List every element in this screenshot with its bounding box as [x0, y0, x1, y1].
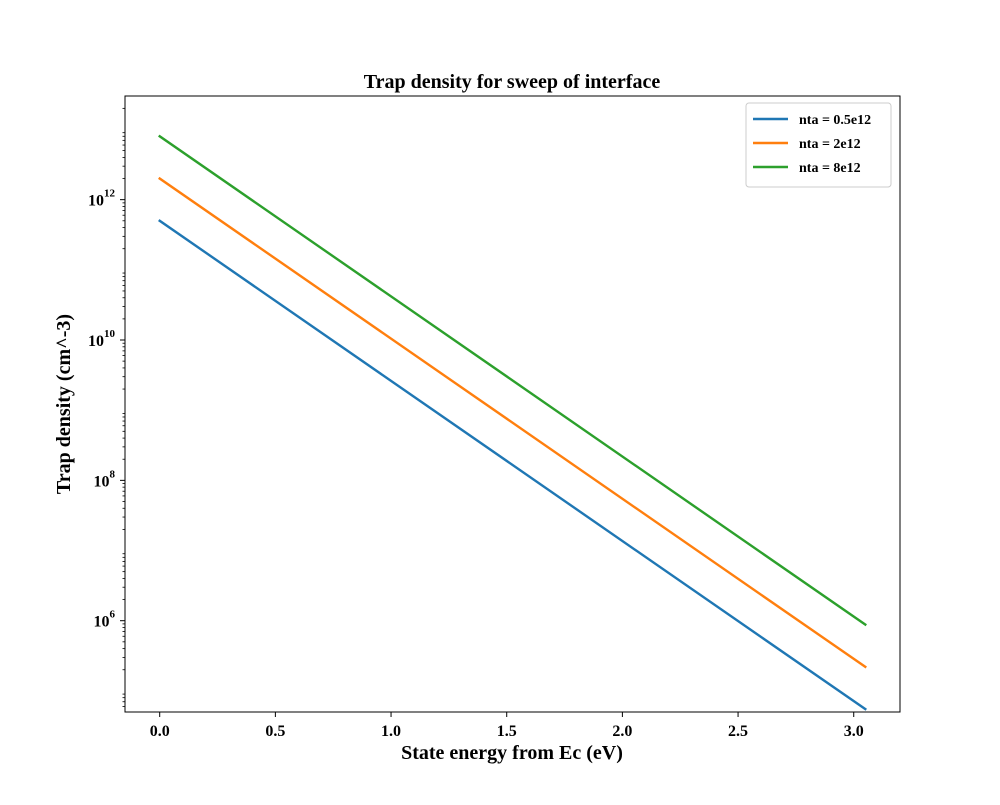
- y-tick-base-3: 10: [88, 193, 104, 210]
- legend: nta = 0.5e12 nta = 2e12 nta = 8e12: [745, 102, 892, 188]
- series-layer: [158, 134, 867, 711]
- y-tick-label-2: 1010: [88, 328, 116, 350]
- x-tick-label-6: 3.0: [844, 723, 864, 740]
- y-tick-base-1: 10: [94, 473, 110, 490]
- chart-title: Trap density for sweep of interface: [364, 71, 661, 93]
- y-tick-exp-2: 10: [104, 328, 116, 340]
- y-tick-base-2: 10: [88, 333, 104, 350]
- x-tick-label-2: 1.0: [381, 723, 401, 740]
- y-tick-label-1: 108: [94, 468, 116, 490]
- x-tick-label-0: 0.0: [150, 723, 170, 740]
- x-tick-label-3: 1.5: [497, 723, 517, 740]
- y-tick-exp-1: 8: [110, 468, 116, 480]
- x-tick-label-5: 2.5: [728, 723, 748, 740]
- y-tick-exp-3: 12: [104, 188, 116, 200]
- x-axis-label: State energy from Ec (eV): [401, 742, 623, 764]
- series-line-1: [158, 176, 867, 669]
- legend-label-0: nta = 0.5e12: [799, 113, 871, 128]
- x-axis: 0.0 0.5 1.0 1.5 2.0 2.5 3.0: [150, 712, 864, 740]
- plot-frame: [124, 95, 901, 713]
- legend-label-2: nta = 8e12: [799, 161, 861, 176]
- x-tick-label-1: 0.5: [265, 723, 285, 740]
- series-line-2: [158, 134, 867, 627]
- y-tick-base-0: 10: [94, 614, 110, 631]
- y-tick-label-3: 1012: [88, 188, 116, 210]
- x-tick-label-4: 2.0: [612, 723, 632, 740]
- legend-label-1: nta = 2e12: [799, 137, 861, 152]
- y-tick-exp-0: 6: [110, 609, 116, 621]
- y-axis-label: Trap density (cm^-3): [53, 314, 75, 494]
- series-line-0: [158, 219, 867, 711]
- y-tick-label-0: 106: [94, 609, 116, 631]
